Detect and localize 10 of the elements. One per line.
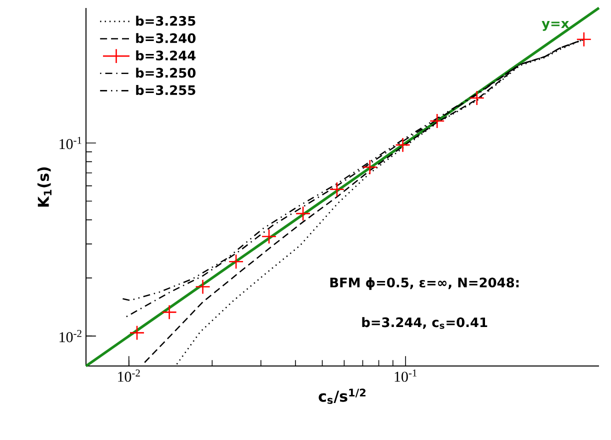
annotation: BFM ϕ=0.5, ε=∞, N=2048:	[330, 277, 519, 290]
legend-label: b=3.235	[136, 16, 196, 26]
legend-label: b=3.255	[136, 85, 196, 96]
annotation: b=3.244, c$_{s}$=0.41	[362, 317, 488, 329]
annotation: y=x	[542, 20, 570, 31]
y-axis-title: K$_{1}$(s)	[37, 167, 52, 207]
legend-label: b=3.244	[136, 50, 196, 60]
legend-label: b=3.240	[136, 33, 196, 44]
x-axis-title: c$_{s}$/s$^{1/2}$	[318, 388, 366, 404]
legend-label: b=3.250	[136, 68, 196, 78]
